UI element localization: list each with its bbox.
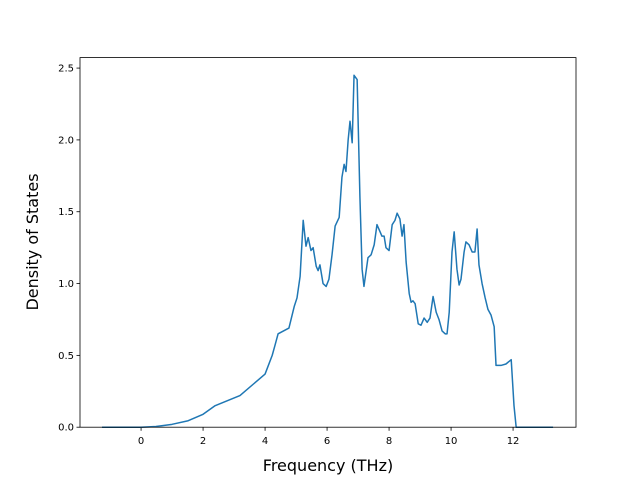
y-tick-label: 0.5 [58, 351, 74, 362]
x-tick-label: 4 [262, 436, 268, 447]
x-tick-label: 0 [138, 436, 144, 447]
x-tick-label: 2 [200, 436, 206, 447]
x-tick-label: 6 [324, 436, 330, 447]
y-tick-label: 0.0 [58, 423, 74, 434]
plot-frame [79, 57, 577, 428]
x-tick-label: 10 [445, 436, 458, 447]
y-tick-label: 1.5 [58, 207, 74, 218]
data-line [102, 74, 554, 428]
y-axis-label: Density of States [23, 173, 42, 310]
y-tick-label: 2.0 [58, 135, 74, 146]
x-tick-label: 8 [386, 436, 392, 447]
x-axis-label: Frequency (THz) [263, 456, 393, 475]
x-tick-label: 12 [507, 436, 520, 447]
y-tick-label: 1.0 [58, 279, 74, 290]
y-tick-label: 2.5 [58, 64, 74, 75]
